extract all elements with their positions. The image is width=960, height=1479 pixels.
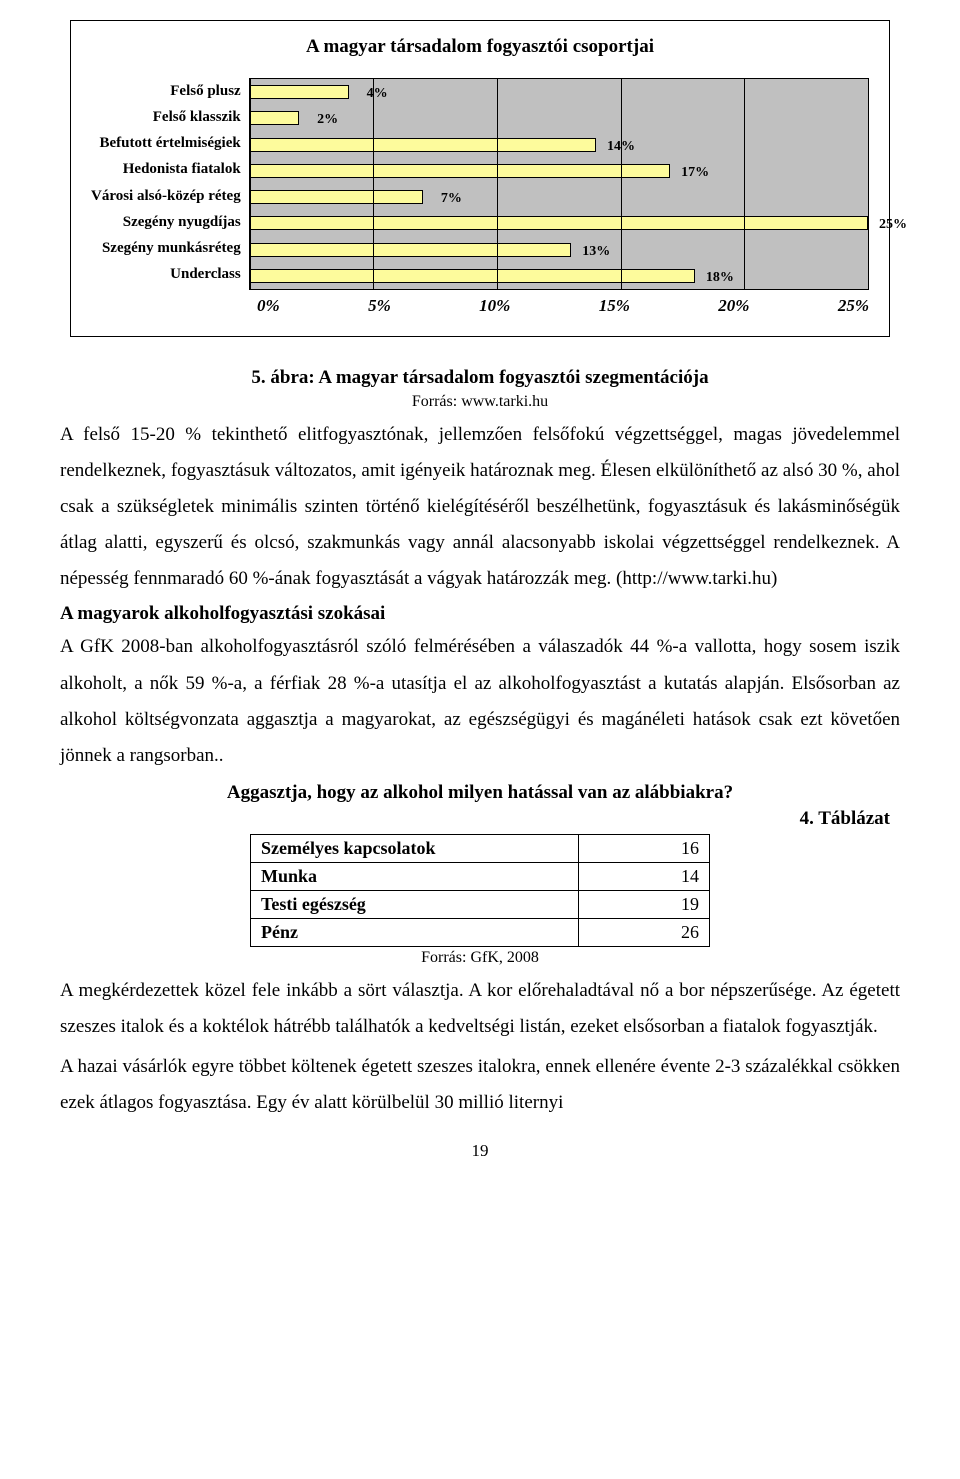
x-axis-tick-label: 0% xyxy=(257,296,280,316)
table-source: Forrás: GfK, 2008 xyxy=(60,949,900,967)
y-axis-labels: Felső plusz Felső klasszik Befutott értelm… xyxy=(91,78,249,288)
plot-area: 4% 2% 14% 17% 7% 25% 13% 18% xyxy=(249,78,869,290)
bar-row: 13% xyxy=(250,243,868,257)
x-axis-labels: 0% 5% 10% 15% 20% 25% xyxy=(257,290,869,316)
chart-title: A magyar társadalom fogyasztói csoportja… xyxy=(91,36,869,58)
bar: 14% xyxy=(250,138,596,152)
y-axis-label: Hedonista fiatalok xyxy=(123,162,241,177)
bar: 4% xyxy=(250,85,349,99)
chart-body: Felső plusz Felső klasszik Befutott értelm… xyxy=(91,78,869,290)
bar: 2% xyxy=(250,111,299,125)
gridline xyxy=(868,79,869,289)
table-row: Munka14 xyxy=(251,862,710,890)
table-cell-label: Pénz xyxy=(251,918,579,946)
table-cell-value: 16 xyxy=(579,834,710,862)
chart-container: A magyar társadalom fogyasztói csoportja… xyxy=(70,20,890,337)
bars-group: 4% 2% 14% 17% 7% 25% 13% 18% xyxy=(250,79,868,289)
paragraph-2: A GfK 2008-ban alkoholfogyasztásról szól… xyxy=(60,629,900,773)
x-axis-spacer xyxy=(91,290,257,316)
paragraph-4: A hazai vásárlók egyre többet költenek é… xyxy=(60,1049,900,1121)
table-cell-value: 19 xyxy=(579,890,710,918)
y-axis-label: Szegény munkásréteg xyxy=(102,241,241,256)
bar-value-label: 2% xyxy=(317,112,338,128)
y-axis-label: Városi alsó-közép réteg xyxy=(91,189,241,204)
x-axis-tick-label: 10% xyxy=(479,296,510,316)
bar-value-label: 17% xyxy=(681,165,709,181)
x-axis-tick-label: 20% xyxy=(718,296,749,316)
bar-row: 17% xyxy=(250,164,868,178)
figure-source: Forrás: www.tarki.hu xyxy=(60,393,900,411)
paragraph-3: A megkérdezettek közel fele inkább a sör… xyxy=(60,973,900,1045)
page-root: A magyar társadalom fogyasztói csoportja… xyxy=(0,0,960,1201)
gridline xyxy=(621,79,622,289)
x-axis-tick-label: 15% xyxy=(599,296,630,316)
bar-value-label: 13% xyxy=(582,244,610,260)
bar: 18% xyxy=(250,269,695,283)
bar-value-label: 7% xyxy=(441,191,462,207)
y-axis-label: Felső klasszik xyxy=(153,110,241,125)
data-table: Személyes kapcsolatok16Munka14Testi egés… xyxy=(250,834,710,947)
gridline xyxy=(250,79,251,289)
question-line: Aggasztja, hogy az alkohol milyen hatáss… xyxy=(60,782,900,804)
gridline xyxy=(744,79,745,289)
subheading-1: A magyarok alkoholfogyasztási szokásai xyxy=(60,603,900,625)
bar-row: 7% xyxy=(250,190,868,204)
bar-row: 18% xyxy=(250,269,868,283)
bar: 25% xyxy=(250,216,868,230)
bar-value-label: 18% xyxy=(706,270,734,286)
x-axis-tick-label: 5% xyxy=(368,296,391,316)
y-axis-label: Felső plusz xyxy=(170,84,240,99)
table-cell-label: Személyes kapcsolatok xyxy=(251,834,579,862)
x-axis-tick-label: 25% xyxy=(838,296,869,316)
paragraph-1: A felső 15-20 % tekinthető elitfogyasztó… xyxy=(60,417,900,597)
gridline xyxy=(373,79,374,289)
bar-value-label: 4% xyxy=(367,86,388,102)
table-cell-value: 14 xyxy=(579,862,710,890)
table-caption: 4. Táblázat xyxy=(60,808,890,830)
table-row: Személyes kapcsolatok16 xyxy=(251,834,710,862)
table-cell-label: Munka xyxy=(251,862,579,890)
bar: 7% xyxy=(250,190,423,204)
bar-row: 4% xyxy=(250,85,868,99)
table-cell-value: 26 xyxy=(579,918,710,946)
gridline xyxy=(497,79,498,289)
bar-row: 25% xyxy=(250,216,868,230)
y-axis-label: Befutott értelmiségiek xyxy=(100,136,241,151)
bar: 17% xyxy=(250,164,670,178)
figure-caption: 5. ábra: A magyar társadalom fogyasztói … xyxy=(60,367,900,389)
table-row: Testi egészség19 xyxy=(251,890,710,918)
page-number: 19 xyxy=(60,1141,900,1161)
bar-row: 2% xyxy=(250,111,868,125)
y-axis-label: Underclass xyxy=(170,267,241,282)
bar-row: 14% xyxy=(250,138,868,152)
table-row: Pénz26 xyxy=(251,918,710,946)
bar-value-label: 25% xyxy=(879,217,907,233)
y-axis-label: Szegény nyugdíjas xyxy=(123,215,241,230)
bar: 13% xyxy=(250,243,572,257)
x-axis: 0% 5% 10% 15% 20% 25% xyxy=(91,290,869,316)
table-cell-label: Testi egészség xyxy=(251,890,579,918)
